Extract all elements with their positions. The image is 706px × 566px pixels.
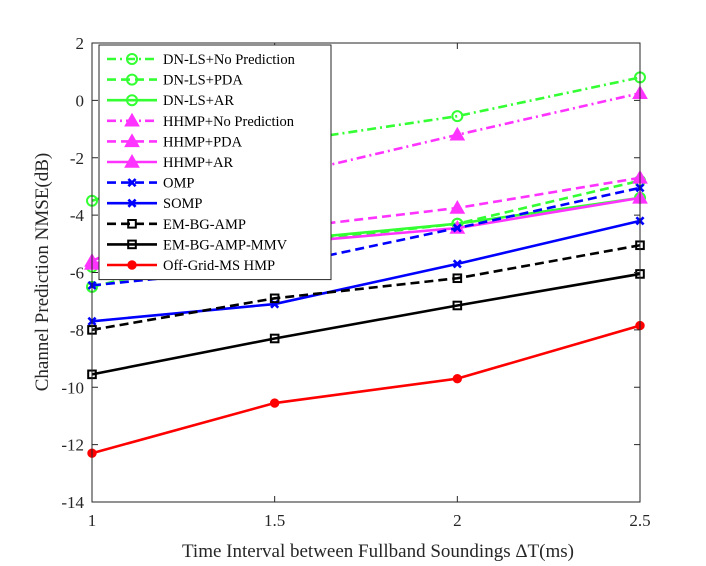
legend-label: DN-LS+AR [163,93,234,109]
x-tick-label: 2 [453,511,462,530]
series-line [91,219,641,323]
legend-label: DN-LS+No Prediction [163,52,296,68]
series-marker [451,110,464,123]
y-tick-label: -8 [70,321,84,340]
series-marker [452,273,463,284]
y-tick-label: -4 [70,206,85,225]
y-tick-label: 2 [76,34,85,53]
series-marker [127,178,137,188]
series-marker [127,239,137,250]
legend-label: Off-Grid-MS HMP [163,258,275,274]
legend-entry: DN-LS+AR [107,93,234,109]
series-line [91,272,641,376]
series-marker [127,198,137,208]
series-marker [452,373,463,384]
series-marker [269,333,280,344]
y-tick-label: -14 [61,493,84,512]
series-marker [126,94,138,107]
legend-label: DN-LS+PDA [163,73,243,89]
y-axis-label: Channel Prediction NMSE(dB) [32,153,53,392]
y-tick-label: 0 [76,91,85,110]
series-marker [452,259,462,269]
series-marker [127,219,137,229]
series-line [91,179,641,289]
legend-entry: HHMP+No Prediction [107,112,295,130]
legend-entry: SOMP [107,196,203,212]
y-tick-label: -12 [61,436,84,455]
legend: DN-LS+No Prediction DN-LS+PDA DN-LS+AR HHMP… [98,44,332,281]
series-marker [449,126,466,141]
legend-entry: DN-LS+PDA [107,73,243,89]
x-tick-label: 1.5 [264,511,285,530]
legend-entry: HHMP+PDA [107,133,243,150]
legend-entry: OMP [107,176,194,192]
legend-label: OMP [163,176,194,192]
series-line [91,324,641,455]
legend-label: HHMP+PDA [163,134,243,150]
series-marker [124,112,140,127]
legend-entry: EM-BG-AMP-MMV [107,237,288,253]
series-line [91,243,641,332]
x-axis-label: Time Interval between Fullband Soundings… [182,541,574,562]
x-tick-label: 2.5 [629,511,650,530]
series-marker [126,73,138,86]
legend-label: HHMP+AR [163,155,234,171]
legend-label: EM-BG-AMP [163,217,246,233]
series-marker [269,293,280,304]
legend-label: EM-BG-AMP-MMV [163,237,288,253]
legend-label: SOMP [163,196,203,212]
x-tick-label: 1 [88,511,97,530]
series-marker [124,133,140,148]
legend-entry: HHMP+AR [107,153,234,171]
y-tick-label: -10 [61,378,84,397]
legend-entry: EM-BG-AMP [107,217,246,233]
series-marker [269,398,280,408]
series-marker [452,223,462,233]
series-marker [449,199,466,214]
series-marker [126,53,138,65]
series-marker [124,153,140,168]
series-marker [127,260,137,270]
axes-layer: 1 1.5 2 2.5 -14 -12 -10 -8 -6 -4 -2 0 2 [61,34,650,530]
legend-entry: Off-Grid-MS HMP [107,258,275,274]
y-tick-label: -2 [70,149,84,168]
series-marker [452,300,463,311]
y-tick-label: -6 [70,264,84,283]
legend-label: HHMP+No Prediction [163,114,295,130]
legend-entry: DN-LS+No Prediction [107,52,296,68]
series-em-bg-amp-mmv [87,269,645,380]
